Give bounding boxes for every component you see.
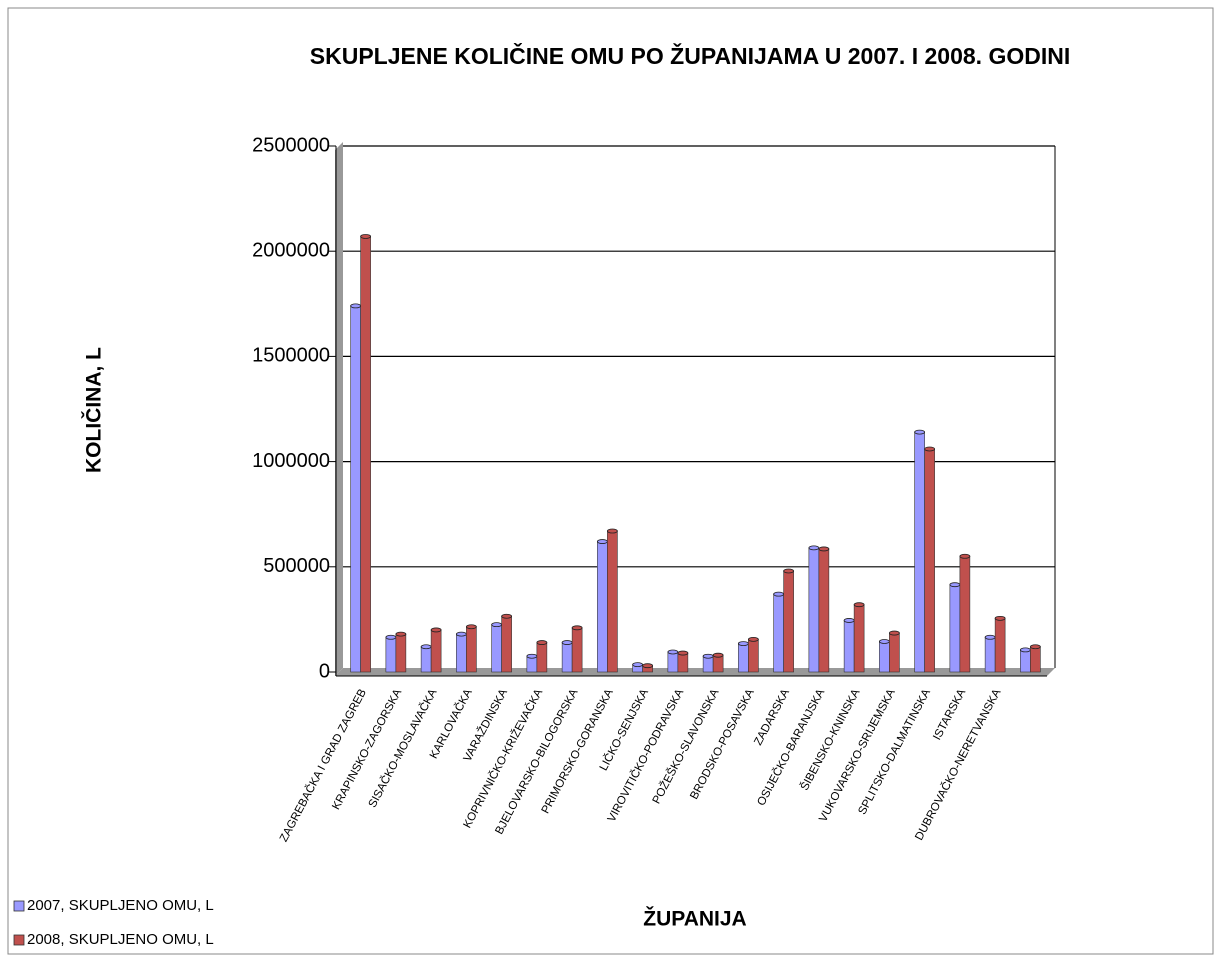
bar-cap — [420, 644, 432, 650]
bar-cap — [949, 582, 961, 588]
bar — [501, 615, 512, 673]
bar-cap — [667, 649, 679, 655]
chart-frame — [7, 7, 1214, 955]
bar — [420, 646, 432, 673]
bar — [843, 620, 855, 673]
bar — [1020, 649, 1031, 673]
x-axis-title: ŽUPANIJA — [643, 907, 746, 931]
bar — [773, 593, 784, 673]
y-tick-label: 2000000 — [252, 239, 330, 261]
bar — [959, 555, 971, 673]
bar-cap — [395, 631, 407, 637]
y-tick-label: 1000000 — [252, 450, 330, 472]
bar-cap — [818, 546, 830, 552]
bar-cap — [959, 553, 971, 559]
bar — [360, 236, 371, 673]
bar — [491, 624, 502, 673]
bar-cap — [606, 528, 618, 534]
bar — [385, 636, 397, 673]
bar — [984, 636, 996, 673]
bar — [395, 633, 407, 673]
legend-swatch — [13, 934, 25, 946]
bar — [597, 541, 608, 673]
y-tick-label: 0 — [319, 660, 330, 682]
legend-label: 2007, SKUPLJENO OMU, L — [27, 897, 214, 914]
bar-cap — [491, 622, 503, 628]
bar — [466, 626, 477, 673]
legend-label: 2008, SKUPLJENO OMU, L — [27, 931, 214, 948]
bar-cap — [536, 640, 548, 645]
y-axis-title: KOLIČINA, L — [82, 347, 106, 473]
bar — [738, 643, 749, 673]
bar — [818, 548, 830, 673]
bar-cap — [385, 634, 397, 640]
legend-swatch — [13, 900, 25, 912]
bar — [350, 305, 361, 673]
bar-cap — [888, 630, 900, 636]
y-tick-label: 1500000 — [252, 345, 330, 367]
bar — [667, 651, 679, 673]
bar — [677, 652, 689, 673]
y-tick-label: 2500000 — [252, 134, 330, 156]
chart-title: SKUPLJENE KOLIČINE OMU PO ŽUPANIJAMA U 2… — [310, 42, 1070, 69]
bar-cap — [712, 652, 724, 658]
bar — [712, 654, 724, 673]
bar — [783, 570, 794, 673]
bar — [456, 633, 467, 673]
bar-cap — [350, 303, 362, 309]
bar — [1030, 646, 1041, 673]
bar-cap — [924, 446, 936, 452]
bar-cap — [465, 624, 477, 630]
bar — [536, 642, 548, 673]
bar-cap — [596, 539, 608, 544]
bar-cap — [843, 618, 855, 623]
bar-cap — [642, 663, 654, 669]
bar-cap — [737, 641, 749, 646]
y-tick-label: 500000 — [263, 555, 330, 577]
bar — [924, 448, 935, 673]
bar — [607, 530, 618, 673]
bar — [879, 641, 890, 673]
bar-cap — [914, 429, 926, 435]
bar — [571, 627, 583, 673]
bar-cap — [808, 545, 820, 551]
bar — [561, 642, 573, 673]
bar-cap — [677, 650, 689, 656]
bar-cap — [360, 234, 372, 239]
bar-cap — [747, 636, 759, 642]
floor — [335, 668, 1055, 676]
bar — [889, 632, 900, 673]
bar-cap — [455, 631, 467, 637]
bar-cap — [571, 625, 583, 631]
bar — [430, 629, 442, 673]
bar-cap — [773, 591, 785, 597]
bar — [949, 584, 961, 673]
bar — [994, 618, 1006, 673]
bar-cap — [853, 602, 865, 608]
bar-cap — [561, 640, 573, 645]
bar — [748, 639, 759, 673]
bar — [808, 547, 820, 673]
bar-cap — [984, 634, 996, 640]
bar-cap — [430, 627, 442, 633]
bar-cap — [526, 653, 538, 659]
bar-cap — [1019, 647, 1031, 653]
bar — [914, 431, 925, 673]
bar-cap — [783, 568, 795, 574]
bar-cap — [501, 613, 513, 619]
side-wall — [335, 142, 343, 676]
bar-cap — [1029, 644, 1041, 650]
bar — [853, 604, 865, 673]
bar-cap — [994, 615, 1006, 621]
bar-cap — [632, 662, 644, 668]
bar-cap — [878, 639, 890, 644]
bar-cap — [702, 653, 714, 659]
